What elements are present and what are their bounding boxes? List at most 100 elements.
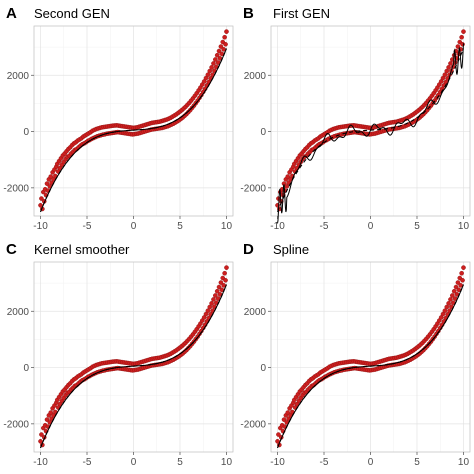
y-tick-label: 2000 xyxy=(7,307,30,318)
x-tick-label: 5 xyxy=(177,457,183,468)
data-point xyxy=(44,181,50,186)
x-tick-label: 10 xyxy=(221,457,233,468)
data-point xyxy=(223,41,228,47)
data-point xyxy=(39,432,44,437)
y-tick-label: -2000 xyxy=(3,419,29,430)
data-point xyxy=(285,410,291,415)
data-point xyxy=(39,196,44,201)
data-point xyxy=(275,438,280,444)
y-tick-label: 0 xyxy=(23,363,29,374)
panel-letter-d: D xyxy=(243,241,254,258)
data-point xyxy=(442,308,448,314)
y-tick-label: -2000 xyxy=(240,419,266,430)
data-point xyxy=(213,293,218,298)
x-tick-label: -10 xyxy=(270,457,285,468)
x-tick-label: 5 xyxy=(414,221,420,232)
x-tick-label: 10 xyxy=(458,457,470,468)
x-tick-label: 0 xyxy=(368,221,374,232)
data-point xyxy=(222,34,227,40)
data-point xyxy=(38,202,43,208)
panel-d: D Spline -10 -5 0 5 10 -2000 0 2000 xyxy=(240,241,471,468)
fitted-curve xyxy=(277,43,464,224)
x-tick-label: -10 xyxy=(270,221,285,232)
x-tick-label: -5 xyxy=(83,457,92,468)
data-point xyxy=(205,308,211,314)
data-point xyxy=(213,57,218,62)
data-point xyxy=(281,417,287,422)
data-point xyxy=(444,304,450,310)
data-point xyxy=(446,301,451,306)
data-point xyxy=(218,44,224,49)
x-tick-label: -5 xyxy=(320,457,329,468)
x-tick-label: 0 xyxy=(368,457,374,468)
x-tick-label: -5 xyxy=(320,221,329,232)
y-tick-label: 0 xyxy=(260,363,266,374)
x-tick-label: -10 xyxy=(33,221,48,232)
data-point xyxy=(460,41,465,47)
data-point xyxy=(459,34,464,40)
data-point xyxy=(459,270,464,276)
data-point xyxy=(44,417,50,422)
x-tick-label: 5 xyxy=(177,221,183,232)
data-point xyxy=(48,410,54,415)
data-point xyxy=(455,280,461,285)
y-tick-label: -2000 xyxy=(240,183,266,194)
x-tick-label: 5 xyxy=(414,457,420,468)
data-point xyxy=(224,29,229,34)
y-tick-label: 2000 xyxy=(244,71,267,82)
data-point xyxy=(460,277,465,283)
plot-area-b: -10 -5 0 5 10 -2000 0 2000 xyxy=(240,25,471,232)
panel-title-c: Kernel smoother xyxy=(34,242,130,257)
data-point xyxy=(216,284,222,290)
grid xyxy=(34,262,233,453)
panel-c: C Kernel smoother -10 -5 0 5 10 -2000 0 2000 xyxy=(3,241,234,468)
data-point xyxy=(450,293,455,298)
plot-area-c: -10 -5 0 5 10 -2000 0 2000 xyxy=(3,261,234,468)
data-point xyxy=(448,61,453,66)
y-tick-label: -2000 xyxy=(3,183,29,194)
fitted-curve xyxy=(40,48,227,212)
data-point xyxy=(205,72,211,78)
data-point xyxy=(453,284,459,290)
x-tick-label: 10 xyxy=(458,221,470,232)
data-point xyxy=(442,72,448,78)
data-point xyxy=(207,304,213,310)
grid xyxy=(271,262,470,453)
y-tick-label: 2000 xyxy=(244,307,267,318)
data-point xyxy=(224,265,229,270)
data-point xyxy=(223,277,228,283)
grid xyxy=(34,26,233,217)
x-tick-label: 10 xyxy=(221,221,233,232)
panel-a: A Second GEN -10 -5 0 5 10 -2000 0 2000 xyxy=(3,5,234,232)
data-point xyxy=(446,65,451,70)
data-point xyxy=(207,68,213,74)
x-tick-label: 0 xyxy=(131,457,137,468)
data-point xyxy=(444,68,450,74)
panel-title-d: Spline xyxy=(273,242,309,257)
data-point xyxy=(451,288,457,294)
x-tick-label: -10 xyxy=(33,457,48,468)
data-point xyxy=(214,288,220,294)
data-point xyxy=(276,432,281,437)
x-tick-label: -5 xyxy=(83,221,92,232)
y-tick-label: 0 xyxy=(23,127,29,138)
data-point xyxy=(285,174,291,179)
panel-letter-b: B xyxy=(243,5,254,22)
data-point xyxy=(209,301,214,306)
data-points xyxy=(275,29,466,212)
y-tick-label: 0 xyxy=(260,127,266,138)
data-point xyxy=(38,438,43,444)
data-point xyxy=(214,52,220,58)
fitted-curve xyxy=(277,284,464,448)
plot-area-a: -10 -5 0 5 10 -2000 0 2000 xyxy=(3,25,234,232)
panel-b: B First GEN -10 -5 0 5 10 -2000 0 2000 xyxy=(240,5,471,232)
plot-area-d: -10 -5 0 5 10 -2000 0 2000 xyxy=(240,261,471,468)
panel-letter-c: C xyxy=(6,241,17,258)
data-points xyxy=(38,265,229,448)
fitted-curve xyxy=(40,284,227,448)
data-point xyxy=(222,270,227,276)
data-point xyxy=(448,297,453,302)
panel-title-b: First GEN xyxy=(273,6,330,21)
x-tick-label: 0 xyxy=(131,221,137,232)
